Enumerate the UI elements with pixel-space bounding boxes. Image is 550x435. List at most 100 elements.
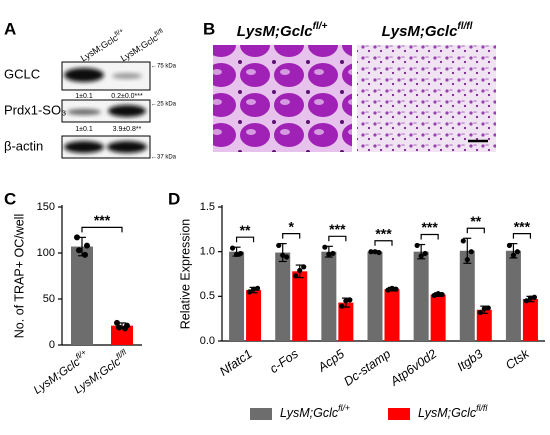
blot-marker: ←75 kDa <box>151 64 177 70</box>
significance: ** <box>470 213 481 229</box>
bar <box>505 250 521 341</box>
lane-label: LysM;Gclcfl/fl <box>118 27 167 63</box>
data-point <box>422 250 428 257</box>
y-tick-label: 100 <box>37 247 55 259</box>
data-point <box>418 253 424 259</box>
blot-quant: 1±0.1 <box>75 126 93 133</box>
significance-bracket <box>282 233 301 239</box>
data-point <box>485 305 491 311</box>
label-superscript: fl/+ <box>338 403 350 413</box>
data-point <box>385 287 391 293</box>
label-superscript: fl/fl <box>154 27 165 38</box>
data-point <box>82 251 88 258</box>
bar <box>229 251 245 341</box>
image-title: LysM;Gclcfl/+ <box>237 21 328 40</box>
blot-band <box>64 68 104 82</box>
bar <box>459 250 475 341</box>
significance-bracket <box>81 226 123 233</box>
blot-band <box>108 105 146 117</box>
bar <box>71 246 93 345</box>
significance-bracket <box>420 233 439 240</box>
significance-bracket <box>512 233 532 239</box>
blot-band <box>64 141 104 153</box>
panel-label: A <box>4 19 16 38</box>
significance: *** <box>421 219 438 235</box>
x-tick-label: Acp5 <box>315 347 347 375</box>
blot-row-label: β-actin <box>4 138 43 153</box>
data-point <box>254 285 261 291</box>
label-text: LysM;Gclc <box>119 33 160 64</box>
data-point <box>326 251 332 257</box>
data-point <box>372 249 378 255</box>
data-point <box>531 294 538 300</box>
significance: * <box>288 218 294 234</box>
blot-quant: 3.9±0.8** <box>113 126 142 133</box>
data-point <box>464 257 470 263</box>
blot-band <box>112 73 142 79</box>
data-point <box>506 242 513 249</box>
significance: *** <box>329 221 346 237</box>
blot-row-label: GCLC <box>4 66 40 81</box>
significance-bracket <box>374 240 393 246</box>
data-point <box>322 244 328 250</box>
label-text: LysM;Gclc <box>280 406 339 420</box>
data-point <box>330 250 336 257</box>
data-point <box>477 309 483 316</box>
x-tick-label: Dc-stamp <box>341 347 393 389</box>
data-point <box>514 249 521 255</box>
label-text: LysM;Gclc <box>418 406 477 420</box>
blot-marker: ←25 kDa <box>151 102 177 108</box>
label-superscript: fl/+ <box>114 27 125 38</box>
data-point <box>280 252 286 258</box>
y-tick-label: 0.0 <box>200 335 215 347</box>
significance-bracket <box>328 235 347 242</box>
data-point <box>431 292 437 299</box>
blot-quant: 1±0.1 <box>75 93 93 100</box>
data-point <box>468 249 474 255</box>
data-point <box>246 289 253 295</box>
bar <box>338 302 354 341</box>
data-point <box>347 297 353 303</box>
label-superscript: fl/fl <box>457 21 472 32</box>
panel-label: D <box>168 189 180 208</box>
label-text: LysM;Gclc <box>72 356 123 397</box>
bar <box>522 299 538 341</box>
significance: *** <box>514 218 531 234</box>
data-point <box>393 286 399 292</box>
data-point <box>114 319 120 326</box>
data-point <box>368 249 374 255</box>
x-tick-label: Itgb3 <box>455 347 486 374</box>
label-text: LysM;Gclc <box>237 23 314 40</box>
data-point <box>229 245 236 251</box>
significance: *** <box>375 225 392 241</box>
bar <box>384 289 400 341</box>
data-point <box>293 273 299 279</box>
micrograph <box>213 45 352 152</box>
micrograph <box>357 45 496 152</box>
significance-bracket <box>235 236 255 243</box>
legend-swatch <box>388 408 410 420</box>
y-tick-label: 1.5 <box>200 201 215 213</box>
y-tick-label: 150 <box>37 201 55 213</box>
data-point <box>297 267 303 274</box>
panel-label: B <box>203 19 215 38</box>
significance: *** <box>94 212 111 228</box>
data-point <box>343 298 349 304</box>
y-tick-label: 50 <box>43 293 55 305</box>
data-point <box>523 298 530 304</box>
data-point <box>74 234 80 241</box>
label-superscript: fl/+ <box>313 21 328 32</box>
x-tick-label: Nfatc1 <box>217 347 255 379</box>
data-point <box>84 242 90 249</box>
blot-marker: ←37 kDa <box>151 155 177 161</box>
bar <box>111 325 133 345</box>
data-point <box>435 291 441 297</box>
data-point <box>276 242 282 249</box>
bar <box>292 271 308 341</box>
data-point <box>122 325 128 332</box>
data-point <box>439 291 445 298</box>
y-tick-label: 0.5 <box>200 290 215 302</box>
legend-label: LysM;Gclcfl/+ <box>280 403 350 420</box>
